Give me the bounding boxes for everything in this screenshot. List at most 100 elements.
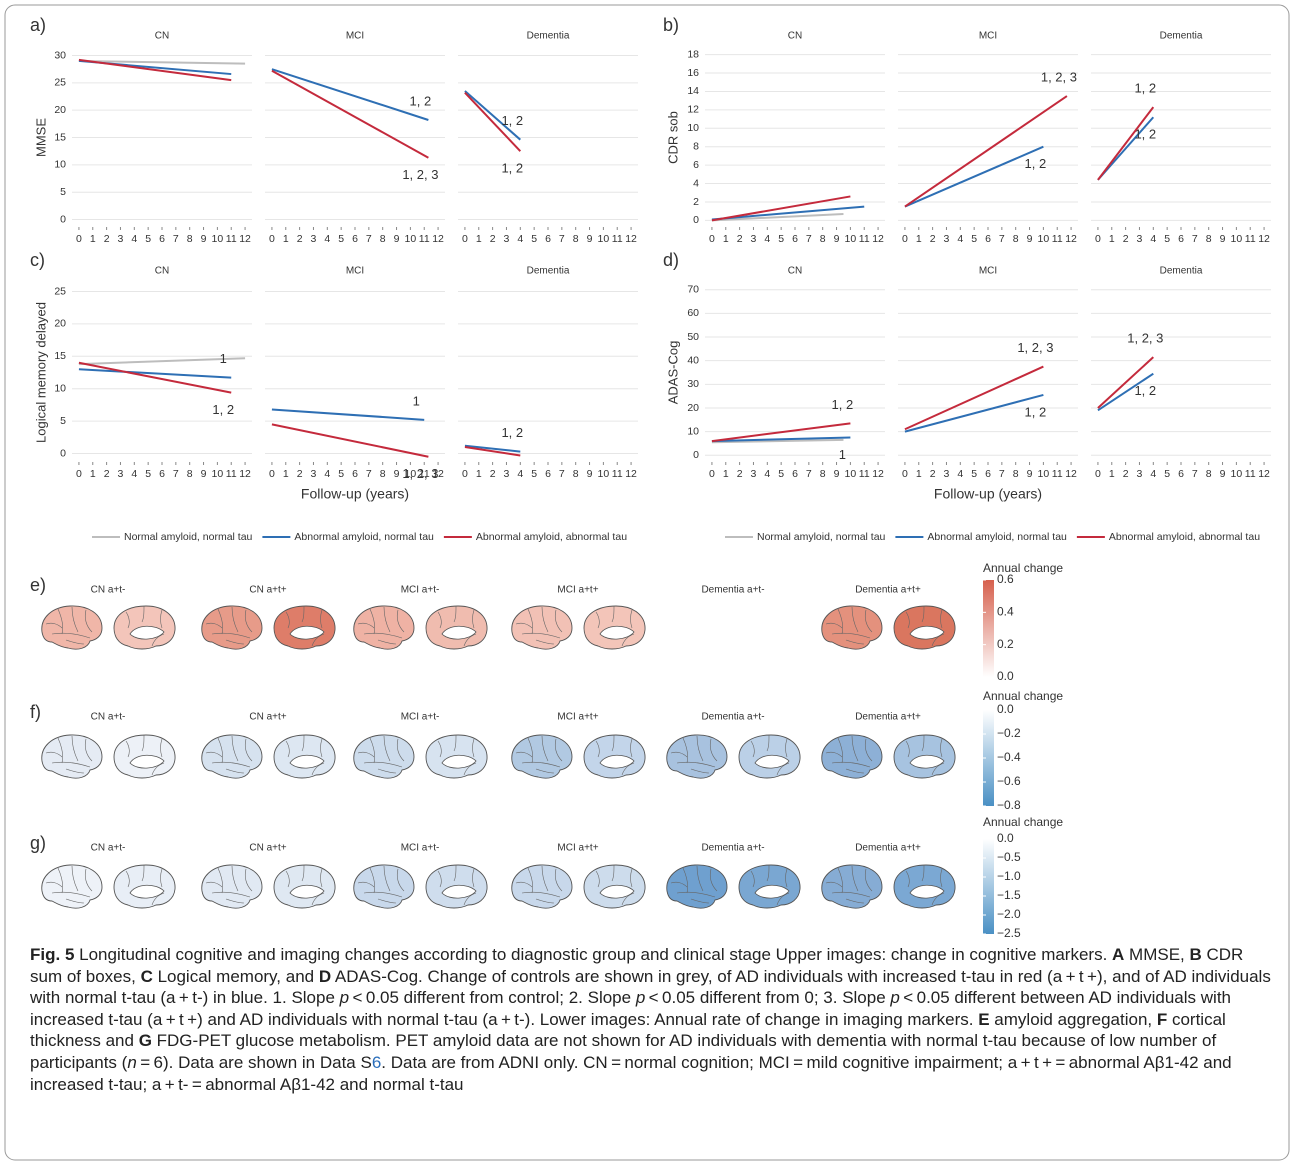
x-tick-label: 8 bbox=[1206, 468, 1212, 480]
trend-line bbox=[79, 363, 231, 393]
x-tick-label: 10 bbox=[212, 233, 224, 245]
brain-surface bbox=[822, 865, 882, 908]
y-tick-label: 20 bbox=[54, 318, 66, 330]
x-tick-label: 2 bbox=[1123, 468, 1129, 480]
condition-title: CN a+t+ bbox=[249, 843, 286, 854]
colorbar-tick-label: 0.2 bbox=[997, 637, 1014, 651]
y-tick-label: 0 bbox=[60, 447, 66, 459]
x-tick-label: 11 bbox=[859, 233, 870, 245]
x-tick-label: 9 bbox=[201, 233, 207, 245]
x-tick-label: 9 bbox=[834, 233, 840, 245]
condition-title: CN a+t- bbox=[91, 585, 126, 596]
caption-text: Longitudinal cognitive and imaging chang… bbox=[74, 945, 1112, 964]
x-tick-label: 2 bbox=[104, 468, 110, 480]
x-tick-label: 6 bbox=[545, 233, 551, 245]
x-tick-label: 3 bbox=[1137, 233, 1143, 245]
colorbar-title: Annual change bbox=[983, 689, 1063, 703]
x-tick-label: 8 bbox=[1013, 468, 1019, 480]
x-tick-label: 10 bbox=[1231, 233, 1243, 245]
brain-lateral bbox=[354, 865, 414, 908]
slope-annotation: 1, 2 bbox=[212, 402, 234, 417]
brain-surface bbox=[42, 865, 102, 908]
x-tick-label: 1 bbox=[476, 468, 482, 480]
x-tick-label: 3 bbox=[311, 468, 317, 480]
brain-medial bbox=[114, 606, 175, 649]
brain-surface bbox=[354, 865, 414, 908]
facet-title: CN bbox=[788, 31, 802, 42]
x-tick-label: 11 bbox=[859, 468, 870, 480]
x-tick-label: 0 bbox=[269, 233, 275, 245]
y-tick-label: 16 bbox=[687, 67, 699, 79]
x-tick-label: 1 bbox=[476, 233, 482, 245]
brain-surface bbox=[512, 606, 572, 649]
x-tick-label: 0 bbox=[709, 468, 715, 480]
legend-label: Normal amyloid, normal tau bbox=[124, 531, 253, 543]
x-tick-label: 7 bbox=[366, 233, 372, 245]
x-tick-label: 8 bbox=[573, 468, 579, 480]
x-tick-label: 7 bbox=[999, 468, 1005, 480]
x-tick-label: 2 bbox=[737, 468, 743, 480]
y-tick-label: 30 bbox=[54, 49, 66, 61]
facet-title: Dementia bbox=[527, 266, 570, 277]
panel-label: b) bbox=[663, 15, 679, 35]
x-tick-label: 3 bbox=[944, 233, 950, 245]
x-tick-label: 8 bbox=[187, 468, 193, 480]
facet-title: MCI bbox=[346, 266, 364, 277]
brain-surface bbox=[512, 735, 572, 778]
brain-lateral bbox=[354, 735, 414, 778]
y-tick-label: 20 bbox=[687, 402, 699, 414]
slope-annotation: 1, 2 bbox=[501, 113, 523, 128]
brain-surface bbox=[42, 606, 102, 649]
slope-annotation: 1, 2, 3 bbox=[1041, 69, 1077, 84]
x-tick-label: 5 bbox=[1164, 468, 1170, 480]
x-tick-label: 4 bbox=[131, 233, 137, 245]
caption-text: A bbox=[1112, 945, 1124, 964]
brain-medial bbox=[584, 606, 645, 649]
caption-text: MMSE, bbox=[1124, 945, 1189, 964]
brain-medial bbox=[894, 865, 955, 908]
brain-lateral bbox=[354, 606, 414, 649]
caption-link[interactable]: 6 bbox=[372, 1053, 381, 1072]
x-tick-label: 1 bbox=[283, 233, 289, 245]
brain-surface bbox=[202, 865, 262, 908]
x-tick-label: 2 bbox=[490, 233, 496, 245]
x-tick-label: 9 bbox=[394, 468, 400, 480]
panel-label: e) bbox=[30, 575, 46, 595]
x-tick-label: 10 bbox=[1038, 233, 1050, 245]
brain-lateral bbox=[822, 865, 882, 908]
brain-lateral bbox=[512, 735, 572, 778]
y-tick-label: 0 bbox=[693, 214, 699, 226]
x-tick-label: 12 bbox=[1065, 468, 1077, 480]
x-tick-label: 0 bbox=[76, 233, 82, 245]
condition-title: MCI a+t+ bbox=[557, 712, 598, 723]
x-tick-label: 10 bbox=[845, 233, 857, 245]
x-tick-label: 11 bbox=[419, 233, 430, 245]
condition-title: Dementia a+t+ bbox=[855, 843, 921, 854]
y-tick-label: 2 bbox=[693, 196, 699, 208]
x-tick-label: 5 bbox=[145, 233, 151, 245]
slope-annotation: 1, 2 bbox=[832, 397, 854, 412]
x-tick-label: 6 bbox=[352, 468, 358, 480]
facet-title: Dementia bbox=[1160, 31, 1203, 42]
x-tick-label: 4 bbox=[517, 468, 523, 480]
x-tick-label: 11 bbox=[1052, 468, 1063, 480]
panel-label: f) bbox=[30, 702, 41, 722]
x-tick-label: 7 bbox=[173, 468, 179, 480]
facet-title: MCI bbox=[346, 31, 364, 42]
x-tick-label: 8 bbox=[380, 233, 386, 245]
condition-title: CN a+t+ bbox=[249, 585, 286, 596]
x-tick-label: 4 bbox=[764, 233, 770, 245]
y-tick-label: 10 bbox=[687, 122, 699, 134]
slope-annotation: 1, 2 bbox=[1134, 81, 1156, 96]
y-tick-label: 0 bbox=[693, 449, 699, 461]
facet-title: MCI bbox=[979, 31, 997, 42]
brain-lateral bbox=[512, 606, 572, 649]
slope-annotation: 1 bbox=[220, 351, 227, 366]
x-tick-label: 1 bbox=[723, 233, 729, 245]
x-tick-label: 12 bbox=[872, 468, 884, 480]
x-tick-label: 9 bbox=[1220, 468, 1226, 480]
x-tick-label: 12 bbox=[1258, 468, 1270, 480]
x-axis-label: Follow-up (years) bbox=[934, 486, 1042, 502]
x-tick-label: 3 bbox=[504, 468, 510, 480]
x-tick-label: 0 bbox=[902, 233, 908, 245]
